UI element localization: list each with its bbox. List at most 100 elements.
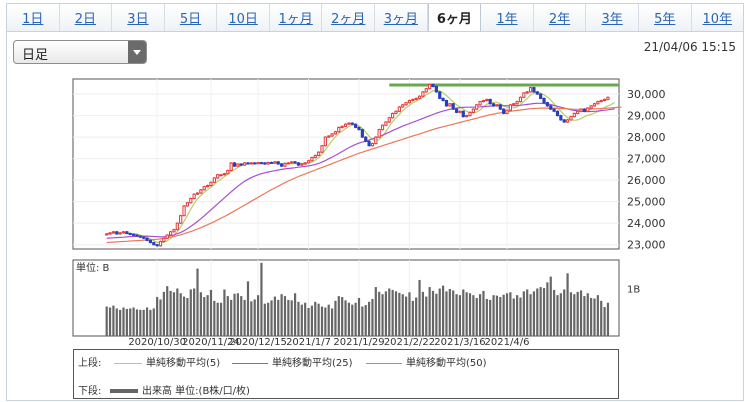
tab-period-9[interactable]: 1年	[481, 4, 534, 31]
volume-bar	[216, 302, 219, 336]
candle-body	[434, 86, 438, 93]
volume-bar	[579, 290, 583, 336]
candle-body	[330, 133, 334, 137]
volume-bar	[351, 304, 354, 336]
candle-body	[421, 91, 425, 97]
volume-bar	[509, 292, 512, 336]
candle-body	[586, 107, 590, 112]
tab-period-12[interactable]: 5年	[639, 4, 692, 31]
candle-body	[394, 110, 398, 114]
candle-body	[448, 103, 452, 107]
volume-bar	[256, 295, 260, 336]
volume-bar	[152, 308, 155, 336]
candle-body	[323, 136, 327, 147]
volume-bar	[166, 286, 169, 336]
volume-bar	[559, 293, 562, 336]
volume-bar	[553, 289, 556, 336]
volume-bar	[330, 308, 334, 336]
candle-body	[303, 162, 307, 165]
volume-bar	[310, 305, 314, 336]
legend-upper-label: 上段:	[78, 358, 102, 369]
candle-body	[263, 162, 267, 165]
candle-body	[283, 162, 287, 167]
volume-bar	[324, 307, 327, 336]
candle-body	[367, 140, 371, 147]
volume-bar	[270, 300, 273, 336]
tab-period-13[interactable]: 10年	[702, 12, 733, 27]
volume-bar	[203, 297, 206, 336]
volume-bar	[435, 293, 438, 336]
volume-bar	[452, 290, 455, 336]
volume-bar	[287, 299, 290, 336]
legend-swatch-volume	[110, 389, 138, 393]
tab-period-6[interactable]: 2ヶ月	[322, 4, 376, 31]
candle-body	[337, 126, 341, 133]
candle-body	[333, 131, 338, 135]
volume-bar	[230, 299, 233, 336]
candle-body	[354, 123, 358, 128]
tab-period-2[interactable]: 3日	[112, 4, 165, 31]
candle-body	[327, 135, 331, 138]
candle-body	[431, 83, 435, 88]
tab-period-11[interactable]: 3年	[586, 4, 639, 31]
candle-body	[296, 162, 301, 166]
volume-bar	[162, 291, 165, 336]
volume-bar	[219, 302, 223, 336]
tab-period-8[interactable]: 6ヶ月	[427, 4, 482, 31]
volume-bar	[297, 301, 300, 336]
volume-bar	[283, 296, 287, 336]
price-tick-label: 25,000	[627, 196, 666, 209]
tab-period-5[interactable]: 1ヶ月	[270, 4, 323, 31]
volume-bar	[475, 298, 478, 336]
volume-bar	[398, 292, 401, 336]
volume-bar	[576, 291, 579, 336]
candle-body	[340, 125, 344, 128]
candle-body	[192, 193, 196, 199]
volume-bar	[485, 298, 488, 336]
tab-period-1[interactable]: 2日	[60, 4, 113, 31]
price-tick-label: 28,000	[627, 131, 666, 144]
volume-bar	[384, 291, 388, 336]
tab-period-10[interactable]: 2年	[534, 4, 587, 31]
candle-body	[532, 87, 536, 93]
volume-bar	[492, 295, 495, 336]
tab-period-7[interactable]: 3ヶ月	[375, 4, 428, 31]
volume-bar	[479, 294, 482, 336]
candle-body	[562, 119, 566, 123]
volume-bar	[603, 307, 606, 336]
candle-body	[579, 108, 583, 112]
candle-body	[350, 122, 354, 125]
legend-item-volume: 出来高 単位:(B株/口/枚)	[110, 382, 250, 397]
candle-body	[606, 96, 610, 100]
volume-bar	[273, 296, 276, 336]
candle-body	[226, 169, 230, 175]
volume-bar	[304, 302, 307, 336]
volume-bar	[347, 302, 351, 336]
candle-body	[542, 97, 546, 104]
tab-period-0[interactable]: 1日	[7, 4, 60, 31]
volume-bar	[327, 304, 330, 336]
volume-bar	[404, 296, 408, 336]
volume-bar	[179, 293, 182, 336]
candle-body	[417, 95, 422, 99]
candle-body	[364, 136, 368, 142]
candle-body	[370, 143, 375, 147]
candle-body	[491, 103, 496, 107]
volume-bar	[108, 307, 112, 336]
candle-body	[138, 235, 142, 238]
price-tick-label: 30,000	[627, 88, 666, 101]
dropdown-button[interactable]	[128, 41, 146, 63]
candle-body	[172, 229, 176, 233]
volume-bar	[129, 308, 132, 336]
tab-period-4[interactable]: 10日	[217, 4, 270, 31]
volume-bar	[593, 298, 596, 336]
tab-period-3[interactable]: 5日	[165, 4, 218, 31]
x-tick-label: 2021/2/22	[384, 337, 435, 348]
volume-bar	[189, 289, 192, 336]
candle-body	[528, 87, 533, 93]
legend-swatch-ma25	[232, 362, 268, 364]
period-select[interactable]: 日足	[13, 40, 147, 64]
candle-body	[195, 192, 200, 195]
volume-bar	[361, 306, 364, 336]
volume-bar	[119, 309, 122, 336]
